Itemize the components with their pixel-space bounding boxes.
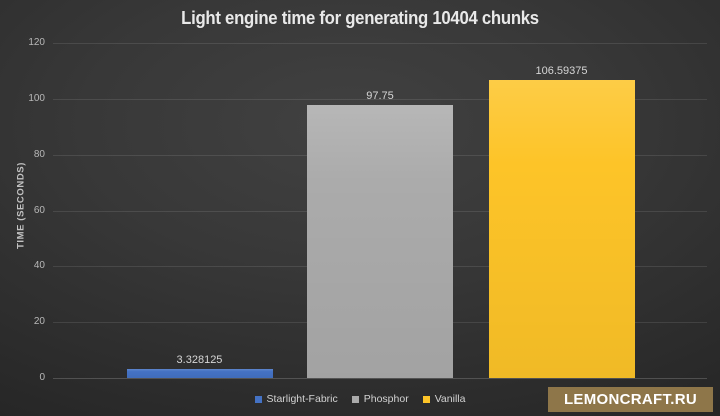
- y-tick-label-120: 120: [28, 37, 45, 48]
- legend-label-starlight-fabric: Starlight-Fabric: [266, 393, 338, 405]
- legend-label-vanilla: Vanilla: [434, 393, 466, 405]
- y-tick-label-80: 80: [33, 148, 45, 160]
- gridline-120: [53, 43, 707, 44]
- y-tick-label-60: 60: [33, 204, 45, 216]
- watermark-text: LEMONCRAFT.RU: [563, 391, 698, 408]
- legend-item-starlight-fabric: Starlight-Fabric: [254, 393, 338, 405]
- value-label-phosphor: 97.75: [366, 90, 394, 103]
- gridline-0: [53, 378, 707, 379]
- gridline-100: [53, 98, 707, 100]
- y-tick-label-100: 100: [28, 92, 45, 104]
- y-tick-label-40: 40: [33, 260, 45, 272]
- legend-marker-starlight-fabric-icon: [254, 395, 262, 403]
- value-label-vanilla: 106.59375: [535, 65, 588, 78]
- legend-marker-vanilla-icon: [422, 395, 430, 403]
- bar-starlight-fabric: [126, 368, 273, 378]
- watermark-badge: LEMONCRAFT.RU: [548, 387, 713, 412]
- chart-title: Light engine time for generating 10404 c…: [181, 8, 539, 28]
- legend-marker-phosphor-icon: [351, 395, 359, 403]
- y-tick-label-0: 0: [39, 372, 45, 383]
- value-label-starlight-fabric: 3.328125: [176, 353, 223, 366]
- bar-phosphor: [307, 105, 453, 378]
- bar-vanilla: [488, 80, 635, 378]
- y-tick-label-20: 20: [33, 316, 45, 328]
- legend-item-phosphor: Phosphor: [351, 393, 409, 405]
- legend-item-vanilla: Vanilla: [422, 393, 466, 405]
- legend-label-phosphor: Phosphor: [363, 393, 409, 405]
- legend: Starlight-Fabric Phosphor Vanilla: [0, 393, 720, 405]
